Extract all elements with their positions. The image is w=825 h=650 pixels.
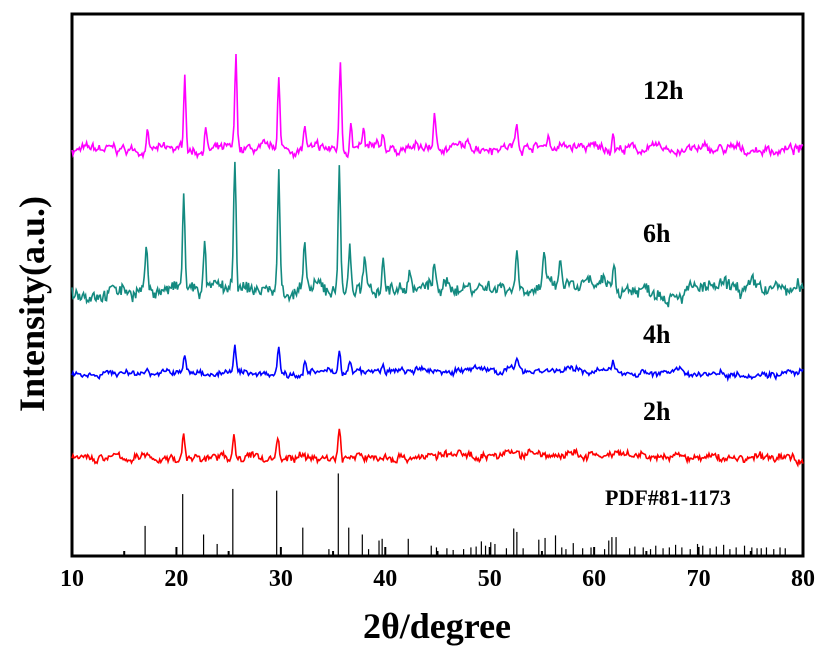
x-ticks-group: 10 20 30 40 50 60 70 80 [60, 547, 815, 592]
traces-group [71, 53, 804, 468]
series-label-6h: 6h [643, 219, 671, 248]
x-tick-label: 30 [269, 566, 293, 592]
series-line-12h [71, 53, 804, 160]
x-tick-label: 60 [582, 566, 606, 592]
x-tick-label: 40 [373, 566, 397, 592]
x-tick-label: 70 [687, 566, 711, 592]
series-line-2h [71, 428, 804, 468]
x-tick-label: 50 [478, 566, 502, 592]
series-label-4h: 4h [643, 320, 671, 349]
reference-sticks-group [144, 473, 786, 556]
series-label-2h: 2h [643, 397, 671, 426]
series-label-12h: 12h [643, 76, 684, 105]
x-tick-label: 10 [60, 566, 84, 592]
reference-label: PDF#81-1173 [605, 485, 731, 510]
y-axis-title: Intensity(a.u.) [12, 196, 52, 412]
x-tick-label: 80 [791, 566, 815, 592]
series-line-4h [71, 344, 804, 383]
x-tick-label: 20 [164, 566, 188, 592]
series-labels-group: 12h 6h 4h 2h PDF#81-1173 [605, 76, 731, 510]
series-line-6h [71, 161, 804, 308]
x-axis-title: 2θ/degree [363, 606, 511, 646]
